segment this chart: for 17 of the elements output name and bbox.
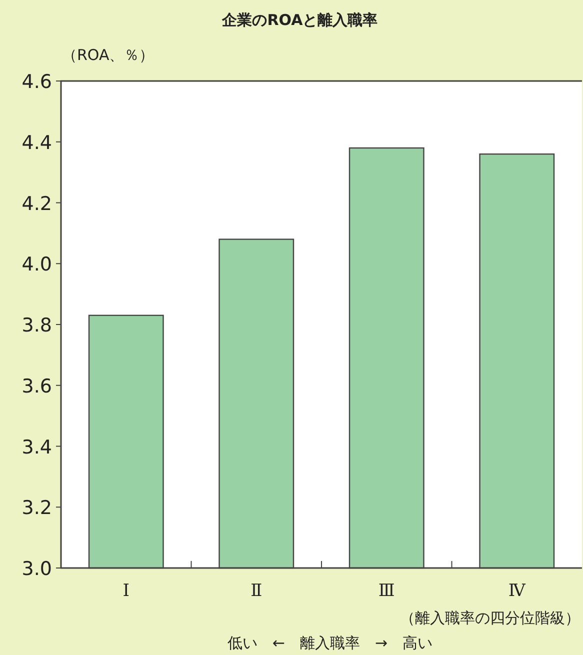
chart-title: 企業のROAと離入職率 bbox=[221, 11, 378, 29]
x-tick-label: Ⅰ bbox=[122, 581, 130, 601]
x-tick-label: Ⅱ bbox=[250, 581, 262, 601]
x-tick-label: Ⅳ bbox=[508, 581, 526, 601]
y-tick-label: 4.0 bbox=[22, 254, 52, 276]
x-tick-label: Ⅲ bbox=[378, 581, 395, 601]
y-tick-label: 3.8 bbox=[22, 314, 52, 336]
y-tick-label: 4.4 bbox=[22, 132, 52, 154]
y-tick-label: 4.2 bbox=[22, 192, 52, 215]
y-tick-label: 4.6 bbox=[22, 71, 52, 93]
y-tick-label: 3.2 bbox=[22, 497, 52, 520]
y-tick-label: 3.4 bbox=[22, 436, 52, 458]
x-axis-title: （離入職率の四分位階級） bbox=[400, 609, 580, 627]
y-axis-title: （ROA、％） bbox=[62, 46, 154, 64]
text: 低い ← 離入職率 → 高い bbox=[227, 634, 433, 652]
y-tick-label: 3.6 bbox=[22, 375, 52, 398]
y-tick-label: 3.0 bbox=[22, 558, 52, 580]
